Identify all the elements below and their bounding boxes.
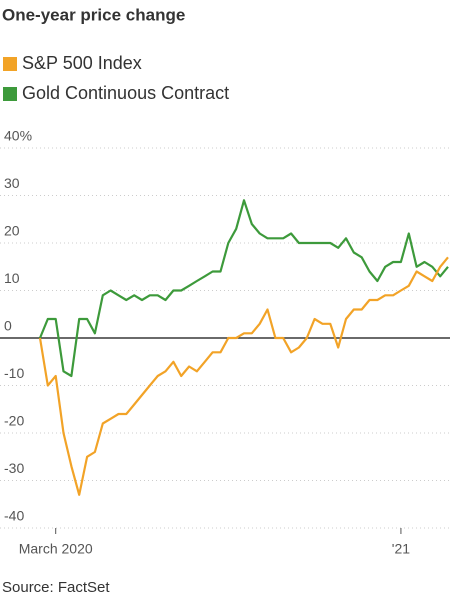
legend-swatch — [3, 87, 17, 101]
source: Source: FactSet — [2, 579, 110, 596]
y-tick-label: -40 — [4, 508, 24, 524]
y-tick-label: 20 — [4, 223, 20, 239]
x-tick-label: March 2020 — [19, 541, 93, 557]
legend-swatch — [3, 57, 17, 71]
y-tick-label: 30 — [4, 175, 20, 191]
legend-label: S&P 500 Index — [22, 53, 142, 73]
y-tick-label: 0 — [4, 318, 12, 334]
legend-label: Gold Continuous Contract — [22, 83, 229, 103]
y-tick-label: -20 — [4, 413, 24, 429]
y-tick-label: 40% — [4, 128, 32, 144]
series-line — [38, 256, 449, 496]
y-tick-label: -30 — [4, 460, 24, 476]
chart-title: One-year price change — [2, 5, 185, 24]
y-tick-label: -10 — [4, 365, 24, 381]
series-line — [38, 199, 449, 378]
y-tick-label: 10 — [4, 270, 20, 286]
x-tick-label: '21 — [392, 541, 410, 557]
